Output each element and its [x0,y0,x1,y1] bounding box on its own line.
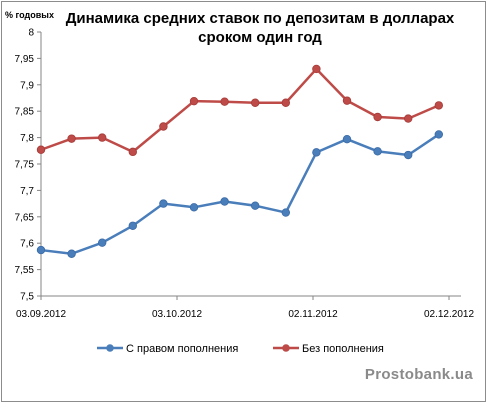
series-1-point [67,249,76,258]
series-1-point [434,130,443,139]
chart-title: Динамика средних ставок по депозитам в д… [60,9,460,47]
series-2-point [220,97,229,106]
series-2-point [373,112,382,122]
x-tick-label: 02.11.2012 [288,309,338,320]
series-1-point [159,199,168,208]
y-tick-label: 7,9 [20,80,34,91]
series-2-point [67,134,76,143]
series-2-point [312,64,321,74]
series-1-point [373,147,382,156]
x-tick-label: 03.09.2012 [16,309,66,320]
series-1-point [97,238,107,247]
series-1-point [220,197,229,206]
watermark: Prostobank.ua [364,366,473,383]
series-2-point [250,98,260,107]
chart-title-line1: Динамика средних ставок по депозитам в д… [65,10,455,27]
y-tick-label: 7,55 [15,265,35,276]
series-line-1 [40,133,440,256]
y-tick-label: 8 [28,28,34,39]
y-tick-label: 7,6 [20,239,34,250]
y-tick-label: 7,85 [15,107,35,118]
x-tick-label: 02.12.2012 [424,309,474,320]
series-1-point [128,221,137,230]
series-2-point [342,96,352,105]
series-line-2 [40,67,440,154]
series-1-point [404,150,413,160]
legend-label-2: Без пополнения [302,343,384,355]
series-2-point [128,147,137,157]
series-2-point [97,133,107,142]
series-2-point [36,145,46,154]
series-1-point [312,148,321,157]
series-2-point [189,96,199,106]
chart-title-line2: сроком один год [198,29,322,46]
series-2-point [281,98,290,107]
y-tick-label: 7,65 [15,212,35,223]
series-1-point [189,203,199,212]
series-1-point [36,245,46,255]
x-tick-label: 03.10.2012 [152,309,202,320]
series-2-point [434,101,443,110]
legend-marker-2 [282,344,290,352]
series-2-point [404,114,413,123]
series-1-point [281,208,290,217]
y-tick-label: 7,7 [20,186,34,197]
y-tick-label: 7,8 [20,133,34,144]
legend-label-1: С правом пополнения [126,343,238,355]
y-tick-label: 7,95 [15,54,35,65]
series-1-point [250,201,260,210]
legend-marker-1 [106,344,114,352]
y-axis-unit-label: % годовых [5,10,54,20]
series-1-point [342,134,352,144]
y-tick-label: 7,75 [15,160,35,171]
y-tick-label: 7,5 [20,292,34,303]
series-2-point [159,122,168,131]
